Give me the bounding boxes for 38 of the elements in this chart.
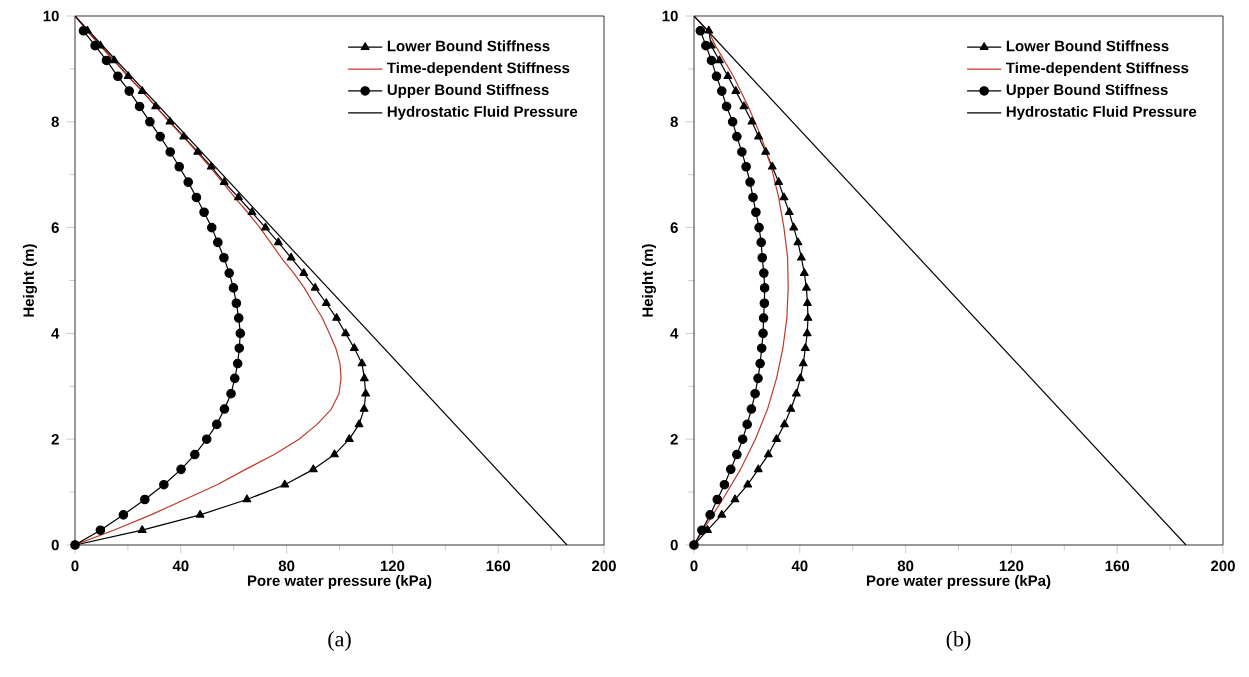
y-tick-label: 2	[670, 433, 678, 445]
x-tick-label: 200	[592, 560, 616, 572]
x-tick-label: 120	[380, 560, 405, 572]
legend-label: Time-dependent Stiffness	[387, 62, 570, 77]
y-axis-title: Height (m)	[641, 244, 656, 317]
x-tick-label: 80	[897, 560, 914, 572]
x-axis-title: Pore water pressure (kPa)	[866, 574, 1051, 589]
y-tick-label: 0	[670, 539, 678, 551]
y-tick-label: 6	[670, 222, 678, 233]
x-tick-label: 120	[999, 560, 1024, 572]
y-tick-label: 4	[670, 328, 679, 339]
x-tick-label: 200	[1211, 560, 1235, 572]
y-tick-label: 4	[51, 328, 60, 339]
legend-label: Time-dependent Stiffness	[1006, 62, 1189, 77]
legend-label: Lower Bound Stiffness	[387, 40, 550, 52]
x-tick-label: 0	[71, 560, 79, 572]
text: (a)	[328, 631, 351, 651]
y-tick-label: 8	[670, 116, 678, 128]
x-tick-label: 40	[791, 560, 808, 572]
y-tick-label: 0	[51, 539, 59, 551]
legend-label: Upper Bound Stiffness	[387, 84, 549, 98]
legend-label: Hydrostatic Fluid Pressure	[1006, 105, 1197, 120]
y-axis-title: Height (m)	[22, 244, 37, 317]
x-tick-label: 40	[172, 560, 189, 572]
x-tick-label: 80	[278, 560, 295, 572]
y-tick-label: 2	[51, 433, 59, 445]
y-tick-label: 6	[51, 222, 59, 233]
legend-label: Upper Bound Stiffness	[1006, 84, 1168, 98]
y-tick-label: 10	[43, 10, 59, 22]
x-tick-label: 160	[1105, 560, 1130, 572]
x-tick-label: 0	[690, 560, 698, 572]
text: (b)	[946, 631, 971, 651]
legend-label: Hydrostatic Fluid Pressure	[387, 105, 578, 120]
x-axis-title: Pore water pressure (kPa)	[247, 574, 432, 589]
y-tick-label: 10	[662, 10, 678, 22]
legend-label: Lower Bound Stiffness	[1006, 40, 1169, 52]
x-tick-label: 160	[486, 560, 511, 572]
y-tick-label: 8	[51, 116, 59, 128]
